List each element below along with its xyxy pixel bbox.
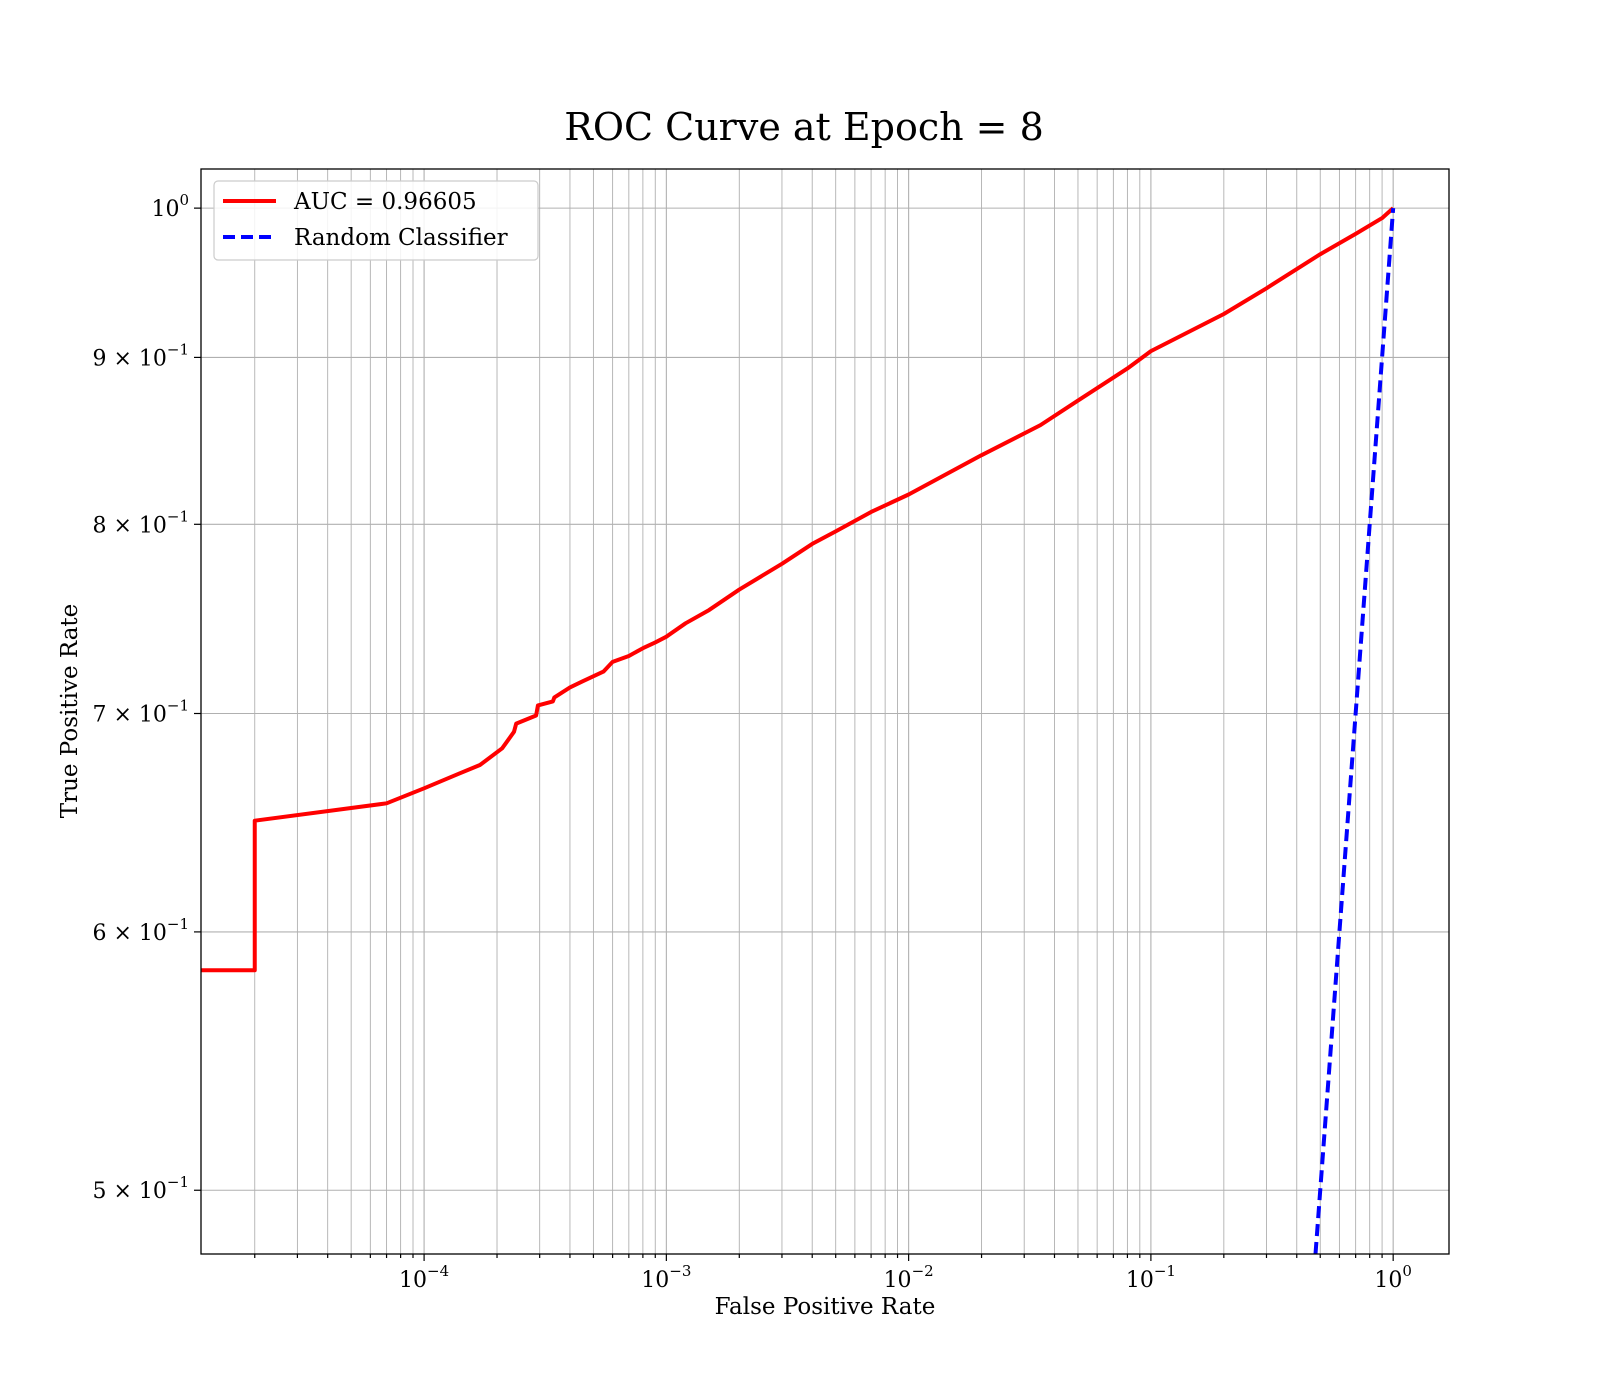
grid — [201, 169, 1449, 1254]
y-tick-label: 7 × 10−1 — [92, 696, 189, 727]
y-tick-label: 100 — [151, 191, 189, 222]
y-axis-label: True Positive Rate — [57, 604, 83, 819]
roc-curve-line — [201, 206, 1395, 973]
chart-title: ROC Curve at Epoch = 8 — [564, 105, 1044, 149]
x-tick-label: 100 — [1374, 1262, 1412, 1293]
plot-frame — [200, 168, 1450, 1255]
y-tick-label: 6 × 10−1 — [92, 915, 189, 946]
x-tick-label: 10−1 — [1126, 1262, 1176, 1293]
x-axis-ticks: 10−4 10−3 10−2 10−1 100 — [254, 1254, 1412, 1293]
legend-label-random-classifier: Random Classifier — [294, 225, 508, 251]
y-tick-label: 5 × 10−1 — [92, 1173, 189, 1204]
x-axis-label: False Positive Rate — [715, 1294, 936, 1320]
y-tick-label: 8 × 10−1 — [92, 507, 189, 538]
legend: AUC = 0.96605 Random Classifier — [213, 180, 539, 261]
random-classifier-line — [1313, 207, 1396, 1254]
legend-label-auc: AUC = 0.96605 — [293, 189, 477, 215]
x-tick-label: 10−2 — [884, 1262, 934, 1293]
plot-series — [201, 206, 1396, 1254]
y-axis-ticks: 5 × 10−1 6 × 10−1 7 × 10−1 8 × 10−1 9 × 10−1… — [92, 191, 201, 1204]
x-tick-label: 10−3 — [641, 1262, 691, 1293]
y-tick-label: 9 × 10−1 — [92, 340, 189, 371]
x-tick-label: 10−4 — [399, 1262, 449, 1293]
legend-box — [213, 180, 539, 261]
